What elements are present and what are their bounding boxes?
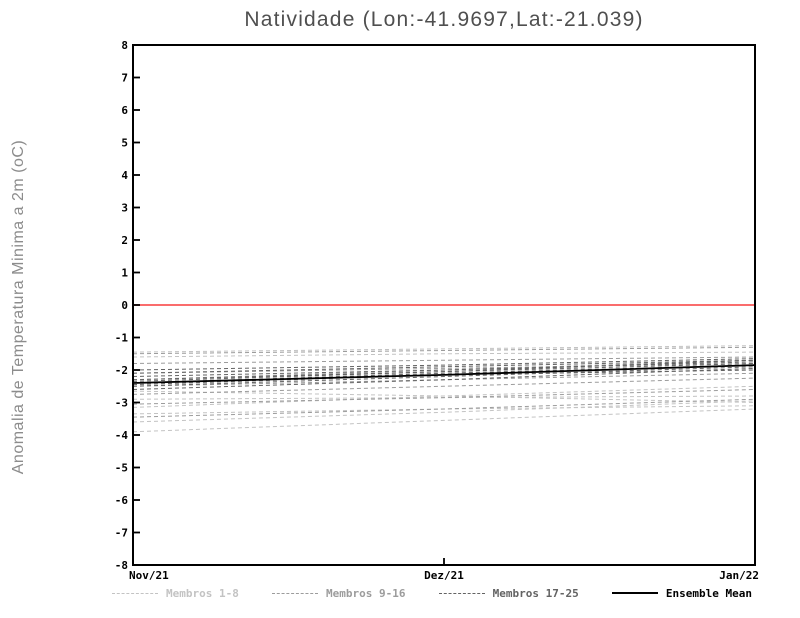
svg-text:-7: -7 (115, 527, 128, 540)
legend-label: Membros 17-25 (492, 586, 579, 600)
legend-label: Membros 1-8 (166, 586, 239, 600)
svg-text:-2: -2 (115, 364, 128, 377)
legend-line-sample (112, 592, 158, 594)
svg-text:2: 2 (121, 234, 128, 247)
svg-text:-1: -1 (115, 332, 129, 345)
svg-text:-4: -4 (115, 429, 129, 442)
svg-text:3: 3 (121, 202, 128, 215)
legend-line-sample (611, 592, 658, 594)
svg-text:0: 0 (121, 299, 128, 312)
legend-item: Membros 17-25 (438, 586, 579, 600)
svg-text:-5: -5 (115, 462, 128, 475)
svg-text:Nov/21: Nov/21 (129, 569, 169, 582)
legend-label: Membros 9-16 (326, 586, 406, 600)
svg-text:-8: -8 (115, 559, 128, 572)
svg-text:5: 5 (121, 137, 128, 150)
svg-text:4: 4 (121, 169, 128, 182)
legend-label: Ensemble Mean (665, 586, 752, 600)
svg-text:Jan/22: Jan/22 (719, 569, 759, 582)
chart-title: Natividade (Lon:-41.9697,Lat:-21.039) (244, 8, 644, 31)
legend-line-sample (438, 592, 485, 594)
svg-text:Dez/21: Dez/21 (424, 569, 464, 582)
svg-text:7: 7 (121, 72, 128, 85)
svg-text:6: 6 (121, 104, 128, 117)
legend-line-sample (272, 592, 319, 594)
svg-text:-6: -6 (115, 494, 129, 507)
svg-text:-3: -3 (115, 397, 128, 410)
legend-item: Membros 9-16 (272, 586, 406, 600)
legend: Membros 1-8 Membros 9-16 Membros 17-25 E… (112, 584, 752, 602)
svg-text:8: 8 (121, 39, 128, 52)
legend-item: Membros 1-8 (112, 587, 239, 600)
svg-text:1: 1 (121, 267, 128, 280)
legend-item: Ensemble Mean (611, 586, 752, 600)
